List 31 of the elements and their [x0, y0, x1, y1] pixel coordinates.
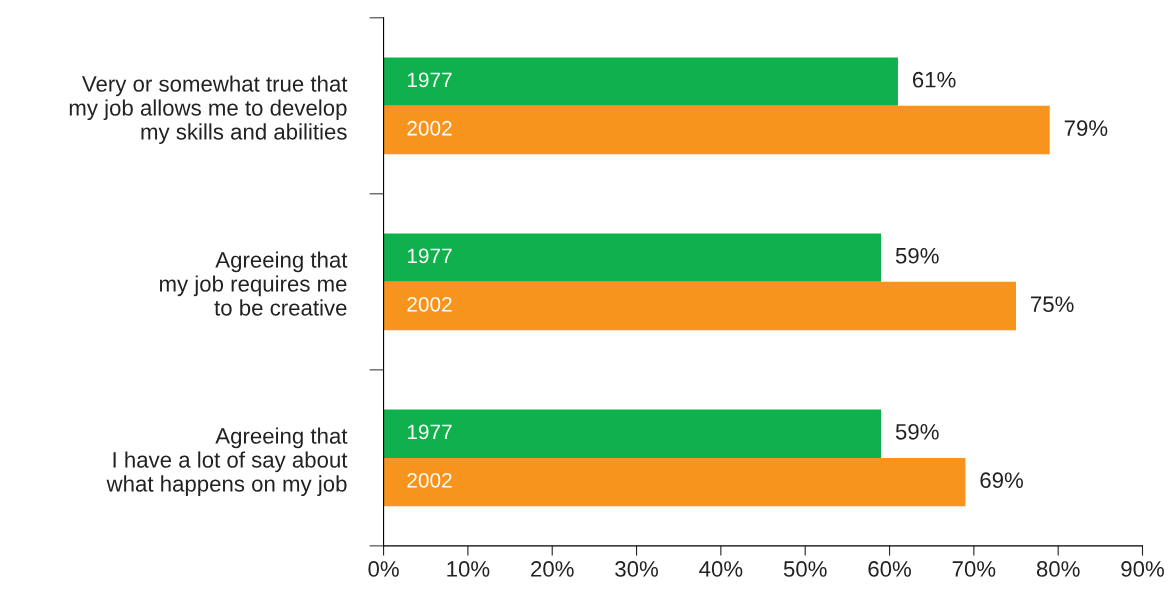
bar [383, 409, 882, 458]
x-tick-label: 20% [531, 561, 574, 577]
text: 2002 [407, 472, 452, 488]
data-label: 69% [980, 472, 1023, 489]
x-tick-label: 40% [699, 561, 743, 577]
series-label: 2002 [407, 120, 452, 136]
bar [383, 457, 966, 507]
data-label: 61% [912, 71, 956, 88]
x-tick-label: 0% [368, 561, 399, 577]
x-tick-label: 60% [868, 561, 911, 577]
x-tick-label: 30% [615, 561, 658, 577]
text: 2002 [407, 296, 452, 312]
x-tick-label: 80% [1036, 561, 1080, 577]
y-tick-label: Agreeing that I have a lot of say about what happens on my job [106, 427, 348, 497]
text: 1977 [407, 72, 452, 88]
text: 1977 [407, 248, 452, 264]
x-tick-label: 90% [1121, 561, 1164, 577]
data-label: 79% [1064, 120, 1108, 136]
data-label: 75% [1031, 296, 1074, 313]
x-tick-label: 70% [952, 561, 996, 577]
bar [383, 281, 1017, 331]
data-label: 59% [895, 423, 939, 440]
y-tick-label: Very or somewhat true that my job allows me to develop my skills and abilities [69, 75, 348, 145]
bar [383, 105, 1050, 155]
x-tick-label: 10% [447, 561, 490, 577]
series-label: 1977 [407, 424, 452, 440]
data-label: 59% [895, 247, 939, 264]
bar [383, 233, 882, 282]
bar [383, 57, 898, 106]
y-tick-label: Agreeing that my job requires me to be creative [159, 251, 348, 316]
x-tick-label: 50% [783, 561, 827, 577]
